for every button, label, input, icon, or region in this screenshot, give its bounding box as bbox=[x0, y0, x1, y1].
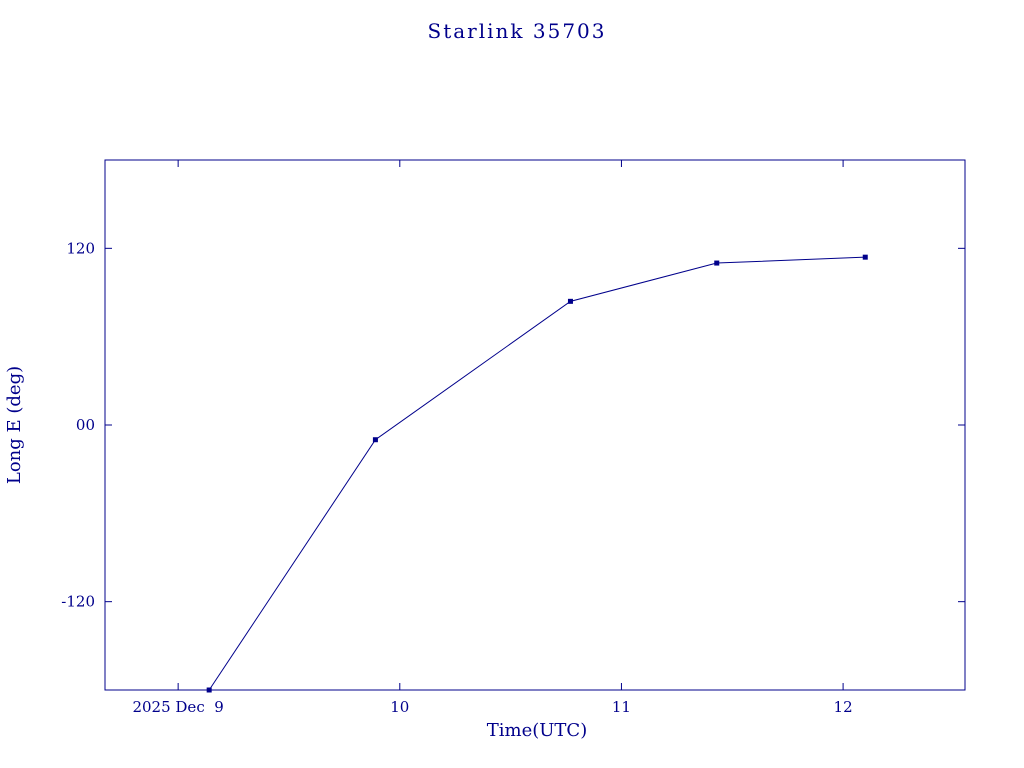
plot-frame bbox=[104, 159, 966, 691]
y-axis-label: Long E (deg) bbox=[4, 366, 25, 484]
data-point-marker bbox=[206, 687, 212, 693]
y-tick-label: 00 bbox=[76, 416, 95, 434]
data-line bbox=[208, 256, 866, 691]
chart-title: Starlink 35703 bbox=[428, 19, 607, 43]
x-axis-label: Time(UTC) bbox=[487, 720, 587, 741]
x-tick-label: 11 bbox=[612, 698, 631, 716]
data-point-marker bbox=[714, 260, 720, 266]
data-point-marker bbox=[372, 437, 378, 443]
plot-area: 2025 Dec 9 10 11 12 120 00 -120 bbox=[61, 159, 966, 716]
y-tick-label: 120 bbox=[66, 239, 95, 257]
data-point-marker bbox=[567, 298, 573, 304]
x-tick-label: 12 bbox=[834, 698, 853, 716]
y-tick-label: -120 bbox=[61, 593, 95, 611]
data-point-marker bbox=[862, 254, 868, 260]
x-tick-label: 10 bbox=[390, 698, 409, 716]
x-tick-label: 2025 Dec 9 bbox=[132, 698, 223, 716]
